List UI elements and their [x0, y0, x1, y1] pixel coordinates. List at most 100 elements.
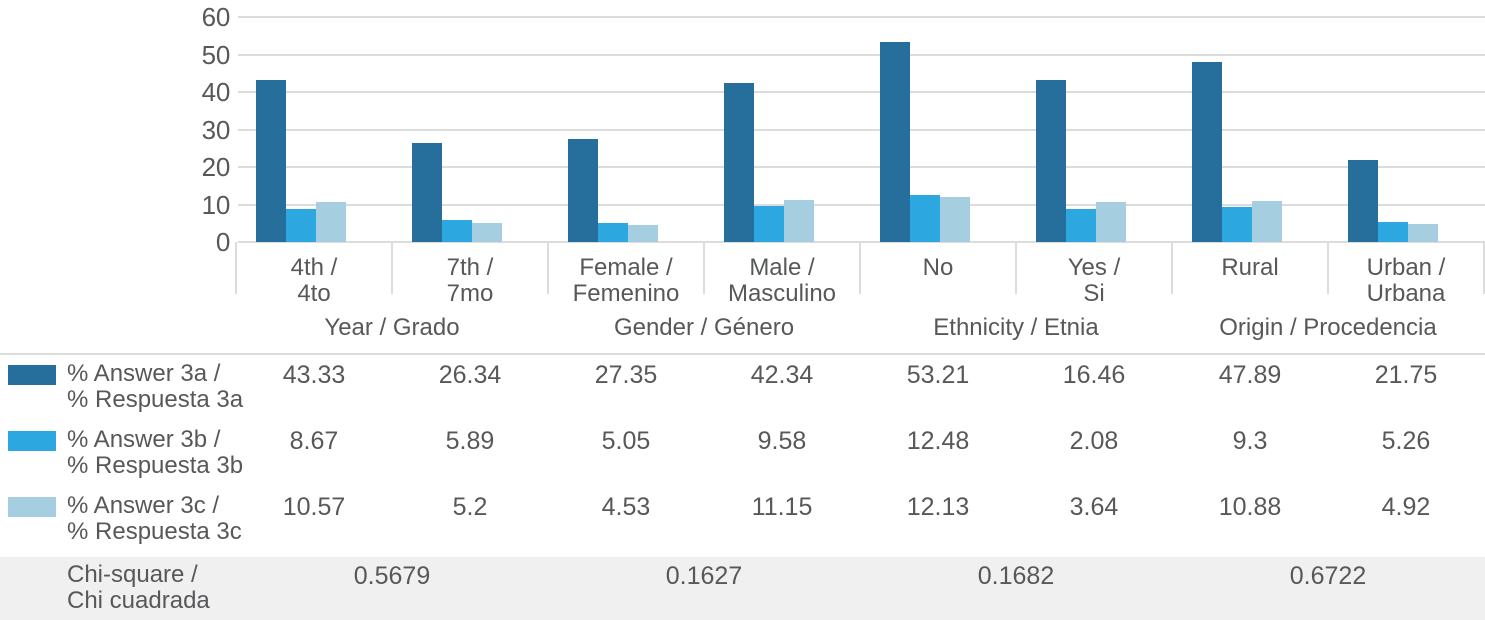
gridline-20 — [238, 166, 1485, 168]
category-separator-tick — [235, 242, 237, 294]
category-label-line: Male / — [749, 254, 815, 281]
chi-square-label-text: Chi-square / Chi cuadrada — [67, 562, 210, 614]
category-separator-tick — [703, 242, 705, 294]
category-label-line: 7mo — [446, 280, 494, 307]
category-label-line: Rural — [1221, 254, 1279, 281]
value-cell: 47.89 — [1218, 361, 1282, 389]
bar-series1-cat6 — [1036, 79, 1066, 242]
category-label-line: Masculino — [727, 280, 837, 307]
axis-gutter — [0, 312, 236, 353]
axis-gutter — [0, 242, 236, 312]
bar-series2-cat6 — [1066, 209, 1096, 242]
category-label-line: No — [922, 254, 954, 281]
chi-square-value: 0.5679 — [353, 562, 431, 590]
category-labels-row: 4th / 4to 7th / 7mo Female / Femenino Ma… — [0, 242, 1485, 312]
category-urban-urbana: Urban / Urbana — [1328, 242, 1484, 312]
legend-label-line: % Respuesta 3c — [67, 518, 242, 545]
y-axis-tick-label: 60 — [201, 2, 231, 32]
bar-series1-cat2 — [412, 143, 442, 242]
legend-label-3b: % Answer 3b / % Respuesta 3b — [67, 427, 243, 479]
table-row-3c: % Answer 3c / % Respuesta 3c 10.57 5.2 4… — [0, 487, 1485, 553]
value-cell: 4.53 — [601, 493, 651, 521]
value-cell: 5.26 — [1381, 427, 1431, 455]
y-axis-tick-label: 0 — [215, 227, 230, 257]
legend-3b: % Answer 3b / % Respuesta 3b — [0, 421, 243, 487]
bar-series2-cat5 — [910, 195, 940, 242]
category-4th-4to: 4th / 4to — [236, 242, 392, 312]
value-cell: 5.2 — [452, 493, 488, 521]
category-male-masculino: Male / Masculino — [704, 242, 860, 312]
gridline-30 — [238, 128, 1485, 131]
table-row-3b: % Answer 3b / % Respuesta 3b 8.67 5.89 5… — [0, 421, 1485, 487]
value-cell: 9.58 — [757, 427, 807, 455]
bar-series3-cat6 — [1096, 202, 1126, 242]
bar-series1-cat4 — [724, 83, 754, 242]
legend-label-line: % Answer 3a / — [67, 360, 221, 387]
value-cell: 26.34 — [438, 361, 502, 389]
value-cell: 10.88 — [1218, 493, 1282, 521]
bar-series2-cat4 — [754, 206, 784, 242]
gridline-10 — [238, 203, 1485, 206]
value-cell: 12.13 — [906, 493, 970, 521]
category-yes-si: Yes / Si — [1016, 242, 1172, 312]
value-cell: 10.57 — [282, 493, 346, 521]
gridline-50 — [238, 53, 1485, 56]
category-label-line: Yes / — [1067, 254, 1121, 281]
y-axis-tick-label: 20 — [201, 152, 231, 182]
legend-label-3c: % Answer 3c / % Respuesta 3c — [67, 493, 242, 545]
legend-label-line: % Respuesta 3b — [67, 452, 244, 479]
legend-label-3a: % Answer 3a / % Respuesta 3a — [67, 361, 243, 413]
group-label-year-grado: Year / Grado — [324, 314, 460, 341]
category-separator-tick — [1483, 242, 1485, 294]
value-cell: 42.34 — [750, 361, 814, 389]
category-female-femenino: Female / Femenino — [548, 242, 704, 312]
chi-square-row: Chi-square / Chi cuadrada 0.5679 0.1627 … — [0, 557, 1485, 620]
value-cell: 9.3 — [1232, 427, 1268, 455]
bar-series1-cat3 — [568, 139, 598, 242]
value-cell: 27.35 — [594, 361, 658, 389]
bar-series3-cat4 — [784, 200, 814, 242]
y-axis-tick-label: 40 — [201, 77, 231, 107]
bar-series3-cat1 — [316, 202, 346, 242]
value-cell: 8.67 — [289, 427, 339, 455]
chi-square-value: 0.1682 — [977, 562, 1055, 590]
bar-series1-cat8 — [1348, 160, 1378, 242]
category-label-line: 4to — [297, 280, 331, 307]
gridline-40 — [238, 91, 1485, 93]
bar-series2-cat3 — [598, 223, 628, 242]
bar-series3-cat7 — [1252, 201, 1282, 242]
chi-square-value: 0.1627 — [665, 562, 743, 590]
chi-square-label-line: Chi cuadrada — [67, 587, 210, 614]
category-label-line: Female / — [579, 254, 673, 281]
bar-series1-cat1 — [256, 79, 286, 242]
group-label-origin-procedencia: Origin / Procedencia — [1219, 314, 1437, 341]
category-label-line: Femenino — [572, 280, 680, 307]
bar-series1-cat5 — [880, 42, 910, 242]
value-cell: 2.08 — [1069, 427, 1119, 455]
value-cell: 11.15 — [751, 493, 813, 521]
bar-series2-cat8 — [1378, 222, 1408, 242]
group-labels-row: Year / Grado Gender / Género Ethnicity /… — [0, 312, 1485, 353]
category-label-line: Si — [1083, 280, 1105, 307]
bar-series2-cat1 — [286, 209, 316, 242]
legend-swatch-3b — [8, 431, 56, 451]
category-label-line: Urban / — [1366, 254, 1446, 281]
gridline-60 — [238, 16, 1485, 18]
bar-chart: 60 50 40 30 20 10 0 — [0, 0, 1485, 256]
category-separator-tick — [859, 242, 861, 294]
bar-series3-cat3 — [628, 225, 658, 242]
gridline-0 — [238, 241, 1485, 243]
category-rural: Rural — [1172, 242, 1328, 312]
legend-3a: % Answer 3a / % Respuesta 3a — [0, 355, 243, 421]
chi-square-label-line: Chi-square / — [67, 561, 198, 588]
category-label-line: 4th / — [290, 254, 338, 281]
value-cell: 43.33 — [282, 361, 346, 389]
value-cell: 3.64 — [1069, 493, 1119, 521]
category-label-line: Urbana — [1366, 280, 1446, 307]
category-no: No — [860, 242, 1016, 312]
value-cell: 5.05 — [601, 427, 651, 455]
data-table: % Answer 3a / % Respuesta 3a 43.33 26.34… — [0, 353, 1485, 553]
value-cell: 53.21 — [906, 361, 970, 389]
y-axis-tick-label: 50 — [201, 39, 231, 70]
